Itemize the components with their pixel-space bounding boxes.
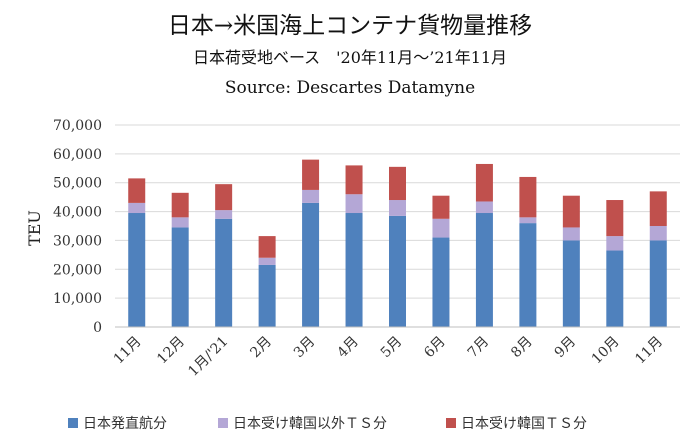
bar-segment bbox=[562, 195, 580, 228]
bar-segment bbox=[345, 165, 363, 195]
bar-segment bbox=[389, 166, 406, 201]
bar-segment bbox=[258, 257, 276, 265]
y-tick-label: 40,000 bbox=[53, 205, 102, 221]
y-axis-ticks: 0 10,000 20,000 30,000 40,000 50,000 60,000 70,… bbox=[53, 118, 102, 336]
y-tick-label: 60,000 bbox=[53, 147, 102, 163]
bar-segment bbox=[649, 240, 667, 327]
x-tick-label: 9月 bbox=[552, 334, 580, 362]
bar-segment bbox=[171, 192, 189, 218]
bar-segment bbox=[475, 213, 493, 327]
x-tick-label: 7月 bbox=[465, 334, 493, 362]
x-tick-label: 4月 bbox=[334, 334, 362, 362]
bar-segment bbox=[302, 202, 320, 327]
legend-label: 日本受け韓国ＴＳ分 bbox=[461, 416, 587, 432]
bar-segment bbox=[345, 194, 363, 214]
chart-subtitle: 日本荷受地ベース '20年11月～’21年11月 bbox=[193, 48, 507, 67]
y-axis-label: TEU bbox=[25, 210, 44, 246]
bar-segment bbox=[215, 184, 233, 211]
y-tick-label: 70,000 bbox=[53, 118, 102, 134]
bar-segment bbox=[432, 218, 450, 238]
bar-segment bbox=[171, 227, 189, 327]
legend-label: 日本発直航分 bbox=[83, 415, 167, 432]
x-tick-label: 11月 bbox=[111, 334, 145, 368]
bar-segment bbox=[649, 191, 667, 226]
bar-segment bbox=[128, 178, 146, 203]
bar-segment bbox=[389, 200, 406, 216]
bars bbox=[128, 159, 667, 327]
bar-segment bbox=[258, 264, 276, 327]
bar-segment bbox=[475, 163, 493, 202]
bar-segment bbox=[562, 227, 580, 241]
bar-segment bbox=[171, 217, 189, 228]
y-tick-label: 20,000 bbox=[53, 262, 102, 278]
x-tick-label: 2月 bbox=[247, 334, 275, 362]
y-tick-label: 0 bbox=[93, 320, 102, 336]
bar-segment bbox=[519, 176, 537, 218]
bar-segment bbox=[519, 223, 537, 327]
bar-segment bbox=[649, 226, 667, 241]
x-tick-label: 1月/'21 bbox=[185, 334, 231, 380]
y-tick-label: 10,000 bbox=[53, 291, 102, 307]
legend-swatch bbox=[68, 418, 78, 428]
x-tick-label: 6月 bbox=[421, 334, 449, 362]
chart-source: Source: Descartes Datamyne bbox=[225, 78, 475, 98]
x-tick-label: 10月 bbox=[589, 334, 623, 368]
bar-segment bbox=[389, 215, 406, 327]
y-tick-label: 30,000 bbox=[53, 233, 102, 249]
bar-segment bbox=[215, 218, 233, 327]
x-tick-label: 5月 bbox=[378, 334, 406, 362]
legend-label: 日本受け韓国以外ＴＳ分 bbox=[233, 416, 387, 432]
bar-segment bbox=[215, 210, 233, 219]
bar-segment bbox=[432, 195, 450, 219]
bar-segment bbox=[302, 189, 320, 203]
chart-title: 日本→米国海上コンテナ貨物量推移 bbox=[168, 13, 532, 39]
x-tick-label: 12月 bbox=[154, 334, 188, 368]
bar-segment bbox=[258, 236, 276, 258]
bar-segment bbox=[345, 213, 363, 327]
bar-segment bbox=[606, 250, 624, 327]
bar-segment bbox=[562, 240, 580, 327]
x-tick-label: 11月 bbox=[632, 334, 666, 368]
bar-segment bbox=[475, 201, 493, 214]
legend: 日本発直航分 日本受け韓国以外ＴＳ分 日本受け韓国ＴＳ分 bbox=[68, 415, 587, 432]
x-tick-label: 3月 bbox=[291, 334, 319, 362]
bar-segment bbox=[128, 202, 146, 214]
bar-segment bbox=[606, 236, 624, 251]
bar-segment bbox=[519, 217, 537, 224]
legend-swatch bbox=[218, 418, 228, 428]
x-tick-label: 8月 bbox=[508, 334, 536, 362]
bar-segment bbox=[302, 159, 320, 190]
bar-segment bbox=[606, 200, 624, 237]
bar-segment bbox=[128, 213, 146, 327]
y-tick-label: 50,000 bbox=[53, 176, 102, 192]
bar-segment bbox=[432, 237, 450, 327]
legend-swatch bbox=[446, 418, 456, 428]
